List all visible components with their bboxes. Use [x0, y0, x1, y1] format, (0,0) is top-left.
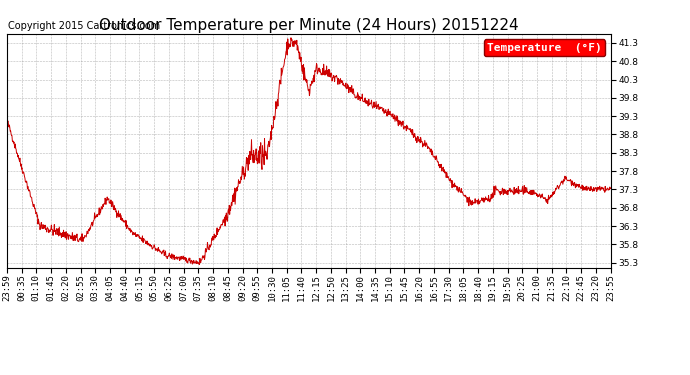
Temperature  (°F)	[607, 186, 615, 190]
Temperature  (°F)	[205, 248, 213, 252]
Line: Temperature  (°F): Temperature (°F)	[7, 38, 611, 264]
Temperature  (°F)	[482, 196, 491, 201]
Title: Outdoor Temperature per Minute (24 Hours) 20151224: Outdoor Temperature per Minute (24 Hours…	[99, 18, 519, 33]
Temperature  (°F)	[195, 262, 204, 267]
Temperature  (°F)	[122, 226, 130, 231]
Temperature  (°F)	[137, 237, 146, 241]
Temperature  (°F)	[287, 36, 295, 40]
Temperature  (°F)	[535, 192, 544, 196]
Text: Copyright 2015 Cartronics.com: Copyright 2015 Cartronics.com	[8, 21, 160, 32]
Temperature  (°F)	[3, 117, 11, 121]
Legend: Temperature  (°F): Temperature (°F)	[484, 39, 605, 56]
Temperature  (°F)	[404, 124, 412, 129]
